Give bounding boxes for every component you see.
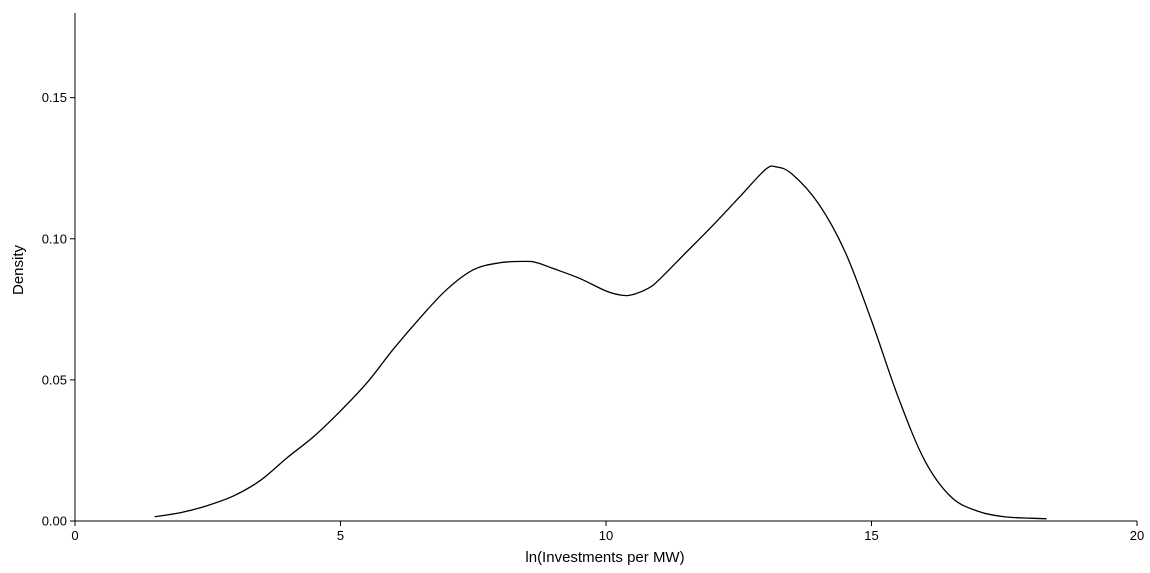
x-tick-label: 20	[1130, 528, 1144, 543]
y-tick-label: 0.10	[42, 231, 67, 246]
y-tick-label: 0.00	[42, 514, 67, 529]
x-tick-label: 10	[599, 528, 613, 543]
density-line	[154, 165, 1047, 520]
x-tick-label: 5	[337, 528, 344, 543]
x-tick-label: 15	[864, 528, 878, 543]
y-tick-label: 0.05	[42, 372, 67, 387]
y-tick-label: 0.15	[42, 90, 67, 105]
x-axis-title: ln(Investments per MW)	[525, 549, 684, 566]
y-axis-title: Density	[10, 244, 27, 295]
series-layer	[154, 165, 1047, 520]
axes: 0 5 10 15 20 0.00 0.05 0.10 0.15	[42, 13, 1144, 543]
x-tick-label: 0	[71, 528, 78, 543]
